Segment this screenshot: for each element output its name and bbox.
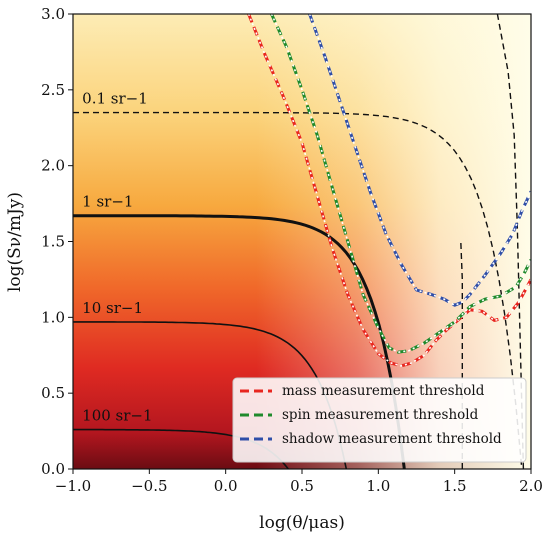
x-tick-label: 0.0	[214, 477, 238, 495]
plot-area: 0.1 sr−1 1 sr−1 10 sr−1 100 sr−1	[72, 13, 532, 470]
x-tick-label: 1.0	[366, 477, 390, 495]
y-tick-label: 2.5	[41, 81, 65, 99]
legend-label: spin measurement threshold	[282, 407, 479, 423]
x-tick-label: −0.5	[131, 477, 167, 495]
density-contour-line	[73, 111, 523, 469]
x-tick-label: 0.5	[290, 477, 314, 495]
y-axis-label: log(Sν/mJy)	[5, 192, 25, 292]
density-contour-label: 1 sr−1	[82, 193, 133, 211]
x-axis-ticks: −1.0 −0.5 0.0 0.5 1.0 1.5 2.0	[55, 469, 543, 495]
density-contour-line	[73, 321, 348, 469]
threshold-series	[247, 14, 531, 368]
threshold-line-overlay	[247, 14, 531, 367]
extra-dashed-line	[496, 14, 525, 469]
threshold-line-overlay	[308, 14, 531, 307]
contour-labels: 0.1 sr−1 1 sr−1 10 sr−1 100 sr−1	[82, 90, 152, 425]
x-tick-label: 2.0	[519, 477, 543, 495]
x-tick-label: −1.0	[55, 477, 91, 495]
y-axis-ticks: 0.0 0.5 1.0 1.5 2.0 2.5 3.0	[41, 5, 73, 478]
x-axis-label: log(θ/μas)	[259, 513, 345, 533]
density-contour-label: 0.1 sr−1	[82, 90, 148, 108]
legend-label: shadow measurement threshold	[282, 431, 502, 447]
y-tick-label: 1.0	[41, 308, 65, 326]
y-tick-label: 0.0	[41, 460, 65, 478]
y-tick-label: 3.0	[41, 5, 65, 23]
legend-box	[232, 377, 527, 463]
density-contour-label: 100 sr−1	[82, 407, 152, 425]
legend-label: mass measurement threshold	[282, 383, 485, 399]
y-tick-label: 1.5	[41, 233, 65, 251]
legend: mass measurement threshold spin measureme…	[232, 377, 527, 463]
x-tick-label: 1.5	[443, 477, 467, 495]
density-contour-label: 10 sr−1	[82, 299, 143, 317]
y-tick-label: 0.5	[41, 384, 65, 402]
threshold-line-overlay	[270, 14, 531, 354]
y-tick-label: 2.0	[41, 157, 65, 175]
